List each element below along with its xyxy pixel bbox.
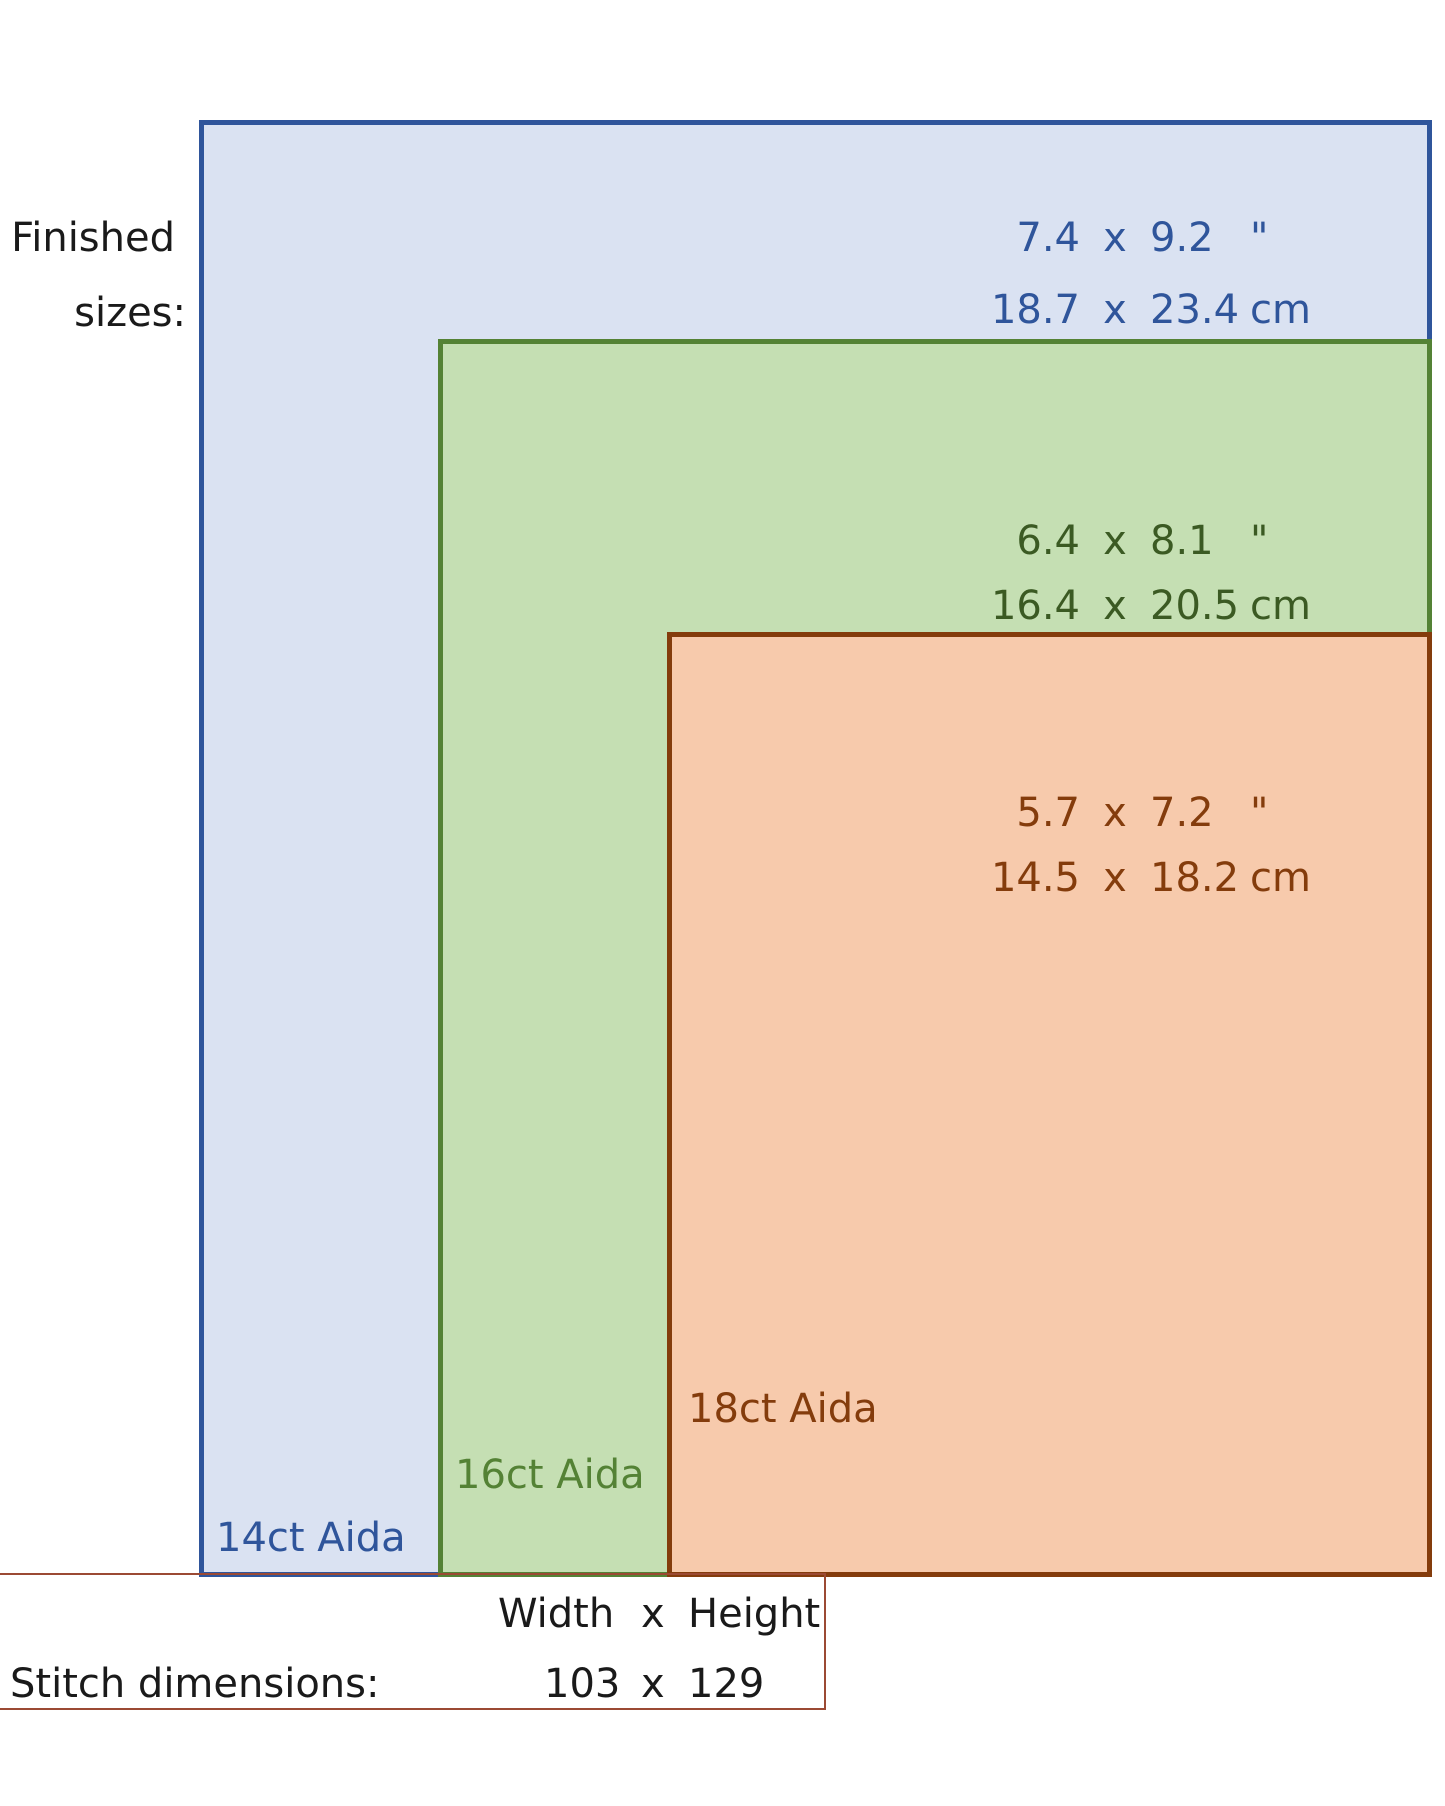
times-sign: x <box>641 1661 665 1707</box>
stitch-width-value: 103 <box>544 1661 621 1707</box>
finished-sizes-label-line1: Finished <box>11 215 175 261</box>
height-value: 20.5 <box>1150 583 1240 629</box>
width-header: Width <box>498 1591 615 1637</box>
size-18ct-cm: 14.5 x 18.2 cm <box>980 855 1350 905</box>
times-sign: x <box>1103 518 1127 564</box>
fabric-label-16ct: 16ct Aida <box>455 1452 645 1498</box>
times-sign: x <box>1103 583 1127 629</box>
width-value: 16.4 <box>990 583 1080 629</box>
height-value: 23.4 <box>1150 287 1240 333</box>
times-sign: x <box>1103 790 1127 836</box>
finished-sizes-label-line2: sizes: <box>74 290 186 336</box>
height-value: 8.1 <box>1150 518 1214 564</box>
width-value: 18.7 <box>990 287 1080 333</box>
times-sign: x <box>1103 215 1127 261</box>
height-value: 7.2 <box>1150 790 1214 836</box>
stitch-dimensions-label: Stitch dimensions: <box>10 1661 380 1707</box>
height-header: Height <box>688 1591 821 1637</box>
width-value: 5.7 <box>1016 790 1080 836</box>
height-value: 18.2 <box>1150 855 1240 901</box>
unit-label: " <box>1250 215 1269 261</box>
fabric-label-14ct: 14ct Aida <box>216 1515 406 1561</box>
size-18ct-inches: 5.7 x 7.2 " <box>980 790 1350 840</box>
stitch-dimensions-table: Width x Height Stitch dimensions: 103 x … <box>0 1573 826 1710</box>
fabric-label-18ct: 18ct Aida <box>688 1386 878 1432</box>
size-16ct-inches: 6.4 x 8.1 " <box>980 518 1350 568</box>
unit-label: cm <box>1250 855 1311 901</box>
unit-label: " <box>1250 518 1269 564</box>
stitch-height-value: 129 <box>688 1661 765 1707</box>
height-value: 9.2 <box>1150 215 1214 261</box>
width-value: 6.4 <box>1016 518 1080 564</box>
times-sign-header: x <box>641 1591 665 1637</box>
size-14ct-cm: 18.7 x 23.4 cm <box>980 287 1350 337</box>
unit-label: cm <box>1250 583 1311 629</box>
size-14ct-inches: 7.4 x 9.2 " <box>980 215 1350 265</box>
unit-label: cm <box>1250 287 1311 333</box>
fabric-box-18ct <box>667 632 1432 1577</box>
unit-label: " <box>1250 790 1269 836</box>
size-16ct-cm: 16.4 x 20.5 cm <box>980 583 1350 633</box>
times-sign: x <box>1103 287 1127 333</box>
width-value: 14.5 <box>990 855 1080 901</box>
times-sign: x <box>1103 855 1127 901</box>
width-value: 7.4 <box>1016 215 1080 261</box>
